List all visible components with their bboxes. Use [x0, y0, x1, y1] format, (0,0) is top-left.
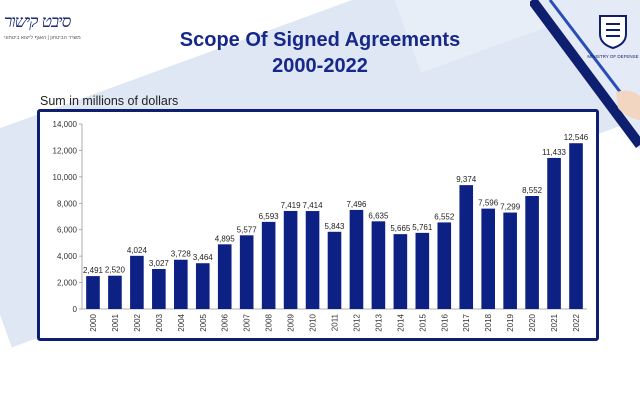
- data-label-2008: 6,593: [259, 212, 280, 221]
- page-title: Scope Of Signed Agreements 2000-2022: [0, 27, 640, 79]
- bar-2004: [173, 259, 188, 309]
- sibat-logo-mark: סיבט קישור: [4, 12, 71, 32]
- x-tick-label-2004: 2004: [177, 313, 186, 331]
- bar-2013: [371, 221, 386, 309]
- x-tick-label-2016: 2016: [440, 313, 449, 331]
- data-label-2015: 5,761: [412, 223, 433, 232]
- bar-2022: [569, 143, 583, 309]
- data-label-2017: 9,374: [456, 175, 477, 184]
- data-label-2004: 3,728: [171, 250, 192, 259]
- bar-chart: 0 2,000 4,000 6,000 8,000 10,000 12,000 14,000 2…: [53, 120, 589, 332]
- data-label-2011: 5,843: [324, 222, 345, 231]
- bar-2017: [459, 185, 474, 309]
- x-tick-label-2014: 2014: [396, 313, 405, 331]
- y-tick-label: 8,000: [57, 199, 78, 208]
- data-label-2012: 7,496: [346, 200, 367, 209]
- data-label-2000: 2,491: [83, 266, 104, 275]
- x-tick-label-2019: 2019: [506, 313, 515, 331]
- data-label-2003: 3,027: [149, 259, 170, 268]
- data-label-2002: 4,024: [127, 246, 148, 255]
- ministry-of-defense-logo: MINISTRY OF DEFENSE: [530, 0, 640, 150]
- x-tick-label-2013: 2013: [374, 313, 383, 331]
- data-label-2014: 5,665: [390, 224, 411, 233]
- x-tick-label-2021: 2021: [550, 313, 559, 331]
- x-tick-label-2010: 2010: [309, 313, 318, 331]
- data-label-2021: 11,433: [542, 148, 566, 157]
- data-label-2013: 6,635: [368, 211, 389, 220]
- bar-2014: [393, 234, 408, 309]
- data-label-2019: 7,299: [500, 203, 521, 212]
- data-label-2020: 8,552: [522, 186, 543, 195]
- corner-stripe: [530, 0, 640, 148]
- bar-2007: [239, 235, 254, 309]
- x-tick-label-2018: 2018: [484, 313, 493, 331]
- y-axis-label: Sum in millions of dollars: [40, 94, 179, 108]
- data-label-2005: 3,464: [193, 253, 214, 262]
- x-tick-label-2001: 2001: [111, 313, 120, 331]
- title-line-2: 2000-2022: [272, 55, 368, 77]
- sibat-logo: סיבט קישור משרד הביטחון | האגף לייצוא בי…: [4, 12, 92, 52]
- y-tick-label: 12,000: [53, 146, 78, 155]
- bar-2020: [525, 195, 539, 309]
- bar-2016: [437, 222, 452, 309]
- title-line-1: Scope Of Signed Agreements: [179, 29, 461, 51]
- data-label-2001: 2,520: [105, 266, 126, 275]
- y-tick-label: 4,000: [57, 252, 78, 261]
- x-tick-label-2002: 2002: [133, 313, 142, 331]
- shield-icon: [599, 15, 627, 50]
- bar-2006: [217, 244, 232, 309]
- bar-2001: [108, 275, 122, 309]
- y-tick-label: 0: [73, 305, 78, 314]
- x-tick-label-2000: 2000: [89, 313, 98, 331]
- data-label-2007: 5,577: [237, 225, 258, 234]
- data-label-2022: 12,546: [564, 133, 589, 142]
- x-tick-label-2011: 2011: [331, 313, 340, 331]
- bar-2008: [261, 221, 276, 309]
- x-tick-label-2008: 2008: [265, 313, 274, 331]
- y-tick-label: 2,000: [57, 279, 78, 288]
- x-tick-label-2005: 2005: [199, 313, 208, 331]
- bar-2015: [415, 232, 430, 309]
- y-tick-label: 10,000: [53, 173, 78, 182]
- x-tick-label-2015: 2015: [418, 313, 427, 331]
- data-label-2010: 7,414: [303, 201, 324, 210]
- x-tick-label-2003: 2003: [155, 313, 164, 331]
- data-label-2006: 4,895: [215, 234, 236, 243]
- x-tick-label-2006: 2006: [221, 313, 230, 331]
- bar-2012: [349, 209, 364, 309]
- x-tick-label-2009: 2009: [287, 313, 296, 331]
- bar-2019: [503, 212, 517, 309]
- x-tick-label-2020: 2020: [528, 313, 537, 331]
- bar-2003: [152, 269, 166, 309]
- bar-2018: [481, 208, 496, 309]
- bar-2005: [195, 263, 210, 309]
- sibat-logo-tagline: משרד הביטחון | האגף לייצוא ביטחוני: [4, 35, 81, 41]
- bar-2011: [327, 231, 342, 309]
- bar-2021: [547, 157, 561, 309]
- data-label-2018: 7,596: [478, 199, 499, 208]
- hand-graphic: [616, 90, 640, 120]
- y-tick-label: 14,000: [53, 120, 78, 129]
- y-tick-label: 6,000: [57, 226, 78, 235]
- x-tick-label-2007: 2007: [243, 313, 252, 331]
- bar-2002: [130, 255, 144, 309]
- x-tick-label-2017: 2017: [462, 313, 471, 331]
- x-tick-label-2012: 2012: [352, 313, 361, 331]
- x-tick-label-2022: 2022: [572, 313, 581, 331]
- ministry-logo-text: MINISTRY OF DEFENSE: [587, 54, 638, 59]
- data-label-2016: 6,552: [434, 212, 455, 221]
- bar-2000: [86, 276, 100, 309]
- bar-2009: [283, 210, 298, 309]
- data-label-2009: 7,419: [281, 201, 302, 210]
- bar-2010: [305, 211, 320, 309]
